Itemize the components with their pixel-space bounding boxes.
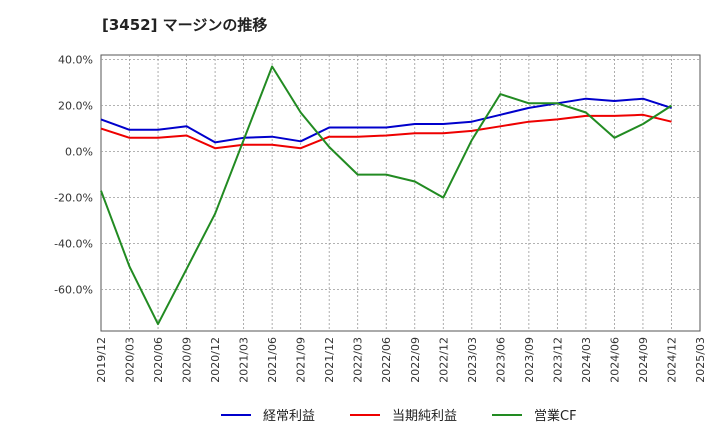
x-tick-label: 2022/12 xyxy=(437,337,450,383)
legend-label: 経常利益 xyxy=(263,409,315,424)
series-line-1 xyxy=(100,113,672,150)
x-tick-label: 2023/12 xyxy=(551,337,564,383)
x-tick-label: 2020/09 xyxy=(181,337,194,383)
x-tick-label: 2023/09 xyxy=(523,337,536,383)
legend: 経常利益 当期純利益 営業CF xyxy=(221,408,577,424)
x-tick-label: 2022/03 xyxy=(352,337,365,383)
x-tick-label: 2020/06 xyxy=(152,337,165,383)
series-line-2 xyxy=(100,65,673,326)
x-tick-label: 2025/03 xyxy=(694,337,707,383)
x-tick-label: 2023/03 xyxy=(466,337,479,383)
x-tick-label: 2021/12 xyxy=(323,337,336,383)
y-tick-label: -40.0% xyxy=(54,238,93,251)
y-tick-label: 40.0% xyxy=(58,54,93,67)
x-tick-label: 2024/03 xyxy=(580,337,593,383)
x-tick-label: 2021/06 xyxy=(266,337,279,383)
y-axis-ticks: 40.0% 20.0% 0.0% -20.0% -40.0% -60.0% xyxy=(54,54,93,297)
y-tick-label: -20.0% xyxy=(54,192,93,205)
x-tick-label: 2022/06 xyxy=(380,337,393,383)
legend-label: 当期純利益 xyxy=(392,409,457,424)
y-tick-label: 20.0% xyxy=(58,100,93,113)
chart-title: [3452] マージンの推移 xyxy=(102,16,267,34)
x-tick-label: 2024/09 xyxy=(637,337,650,383)
x-tick-label: 2024/12 xyxy=(665,337,678,383)
series-lines xyxy=(100,65,673,326)
x-tick-label: 2020/03 xyxy=(124,337,137,383)
x-tick-label: 2022/09 xyxy=(409,337,422,383)
x-tick-label: 2021/03 xyxy=(238,337,251,383)
x-tick-label: 2020/12 xyxy=(209,337,222,383)
y-tick-label: -60.0% xyxy=(54,284,93,297)
grid-lines xyxy=(101,55,700,331)
x-tick-label: 2021/09 xyxy=(295,337,308,383)
x-axis-ticks: 2019/12 2020/03 2020/06 2020/09 2020/12 2021/… xyxy=(95,337,707,383)
x-tick-label: 2024/06 xyxy=(608,337,621,383)
plot-area xyxy=(100,54,701,332)
y-tick-label: 0.0% xyxy=(65,146,93,159)
x-tick-label: 2019/12 xyxy=(95,337,108,383)
legend-label: 営業CF xyxy=(534,408,577,424)
x-tick-label: 2023/06 xyxy=(494,337,507,383)
series-line-0 xyxy=(100,97,672,144)
